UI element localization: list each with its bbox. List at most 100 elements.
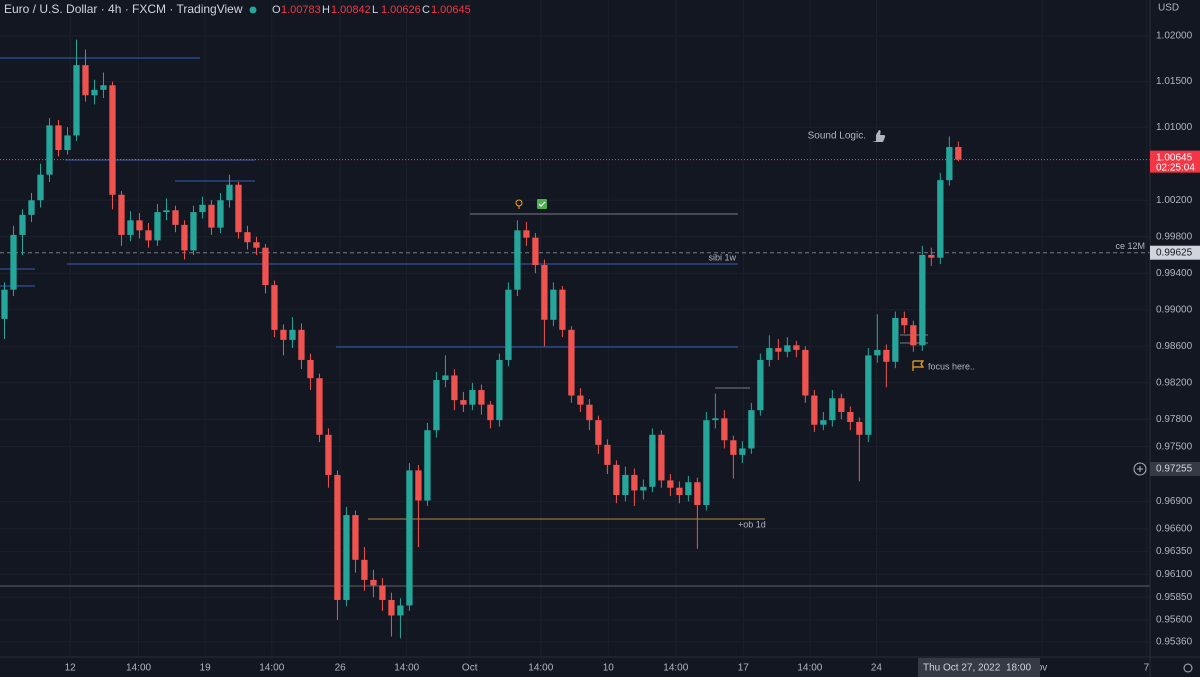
y-tick-label: 1.00200 [1156, 195, 1193, 206]
candle-body [46, 125, 53, 175]
ohlc-key: H [322, 4, 330, 16]
candle-body [451, 375, 458, 401]
candle-body [154, 212, 161, 241]
y-tick-label: 0.98200 [1156, 377, 1193, 388]
candle-body [235, 184, 242, 233]
check-icon [537, 199, 547, 209]
candle-body [604, 444, 611, 465]
candle-body [946, 147, 953, 181]
candle-body [478, 390, 485, 405]
candle-body [595, 420, 602, 445]
candle-body [928, 254, 935, 258]
x-tick-label: 14:00 [663, 663, 688, 674]
candle-body [334, 474, 341, 600]
x-tick-label: 17 [738, 663, 750, 674]
candle-body [415, 470, 422, 501]
x-tick-label: Oct [462, 663, 478, 674]
y-tick-label: 1.01000 [1156, 122, 1193, 133]
candle-body [514, 230, 521, 290]
x-tick-label: 14:00 [394, 663, 419, 674]
candle-body [208, 204, 215, 228]
candle-body [613, 464, 620, 496]
y-tick-label: 0.96100 [1156, 569, 1193, 580]
candle-body [199, 204, 206, 213]
candle-body [460, 400, 467, 405]
candle-body [748, 410, 755, 449]
check-icon [538, 201, 546, 207]
x-tick-label: ov [1037, 663, 1048, 674]
candle-body [136, 220, 143, 231]
candle-body [406, 470, 413, 606]
crosshair-box [1150, 462, 1200, 477]
candle-body [775, 348, 782, 352]
ohlc: O 1.00783 H 1.00842 L 1.00626 C 1.00645 [272, 4, 471, 16]
candle-body [910, 325, 917, 346]
candle-body [838, 398, 845, 412]
candle-body [721, 418, 728, 441]
y-tick-label: 0.96900 [1156, 496, 1193, 507]
bulb-icon [515, 199, 523, 207]
candle-body [577, 395, 584, 405]
price-axis [1150, 0, 1200, 677]
candle-body [28, 200, 35, 215]
candle-body [550, 289, 557, 320]
candle-body [55, 125, 62, 151]
candle-body [847, 411, 854, 423]
candle-body [730, 440, 737, 455]
x-tick-label: 10 [603, 663, 615, 674]
candle-body [658, 434, 665, 481]
candle-body [712, 418, 719, 421]
x-tick-label: 19 [200, 663, 212, 674]
candle-body [784, 345, 791, 352]
candle-body [649, 434, 656, 487]
candle-body [226, 184, 233, 201]
candle-body [676, 487, 683, 496]
candle-body [1, 289, 8, 319]
candle-body [280, 329, 287, 340]
annotation: focus here.. [928, 361, 975, 371]
crosshair-plus [1137, 466, 1143, 473]
candle-body [289, 329, 296, 340]
candle-body [757, 359, 764, 411]
candle-body [262, 247, 269, 286]
y-tick-label: 1.01500 [1156, 76, 1193, 87]
candle-body [217, 200, 224, 228]
candle-body [433, 380, 440, 431]
candle-body [19, 214, 26, 235]
crosshair-time: 18:00 [1006, 663, 1031, 674]
candle-body [856, 422, 863, 435]
ohlc-key: C [422, 4, 430, 16]
candle-body [127, 220, 134, 235]
candle-body [703, 420, 710, 506]
annotation: sibi 1w [708, 252, 736, 262]
crosshair-plus[interactable] [1133, 462, 1147, 476]
candle-body [37, 174, 44, 201]
candle-body [316, 378, 323, 435]
candle-body [424, 430, 431, 501]
candle-body [388, 599, 395, 616]
candle-body [181, 224, 188, 251]
candle-body [307, 359, 314, 379]
y-tick-label: 0.98600 [1156, 341, 1193, 352]
candle-body [370, 579, 377, 586]
ohlc-key: O [272, 4, 281, 16]
candle-body [253, 242, 260, 248]
x-tick-label: 14:00 [126, 663, 151, 674]
candle-body [532, 237, 539, 266]
y-tick-label: 0.96600 [1156, 523, 1193, 534]
candle-body [802, 349, 809, 396]
y-tick-label: 0.97800 [1156, 414, 1193, 425]
annotation: Sound Logic. [808, 131, 866, 142]
y-tick-label: 0.96350 [1156, 546, 1193, 557]
candle-body [10, 234, 17, 290]
candle-body [568, 329, 575, 396]
settings-icon[interactable] [1183, 663, 1193, 673]
x-tick-label: 14:00 [259, 663, 284, 674]
x-tick-label: 14:00 [528, 663, 553, 674]
candle-body [163, 210, 170, 213]
countdown: 02:25:04 [1156, 162, 1195, 173]
x-tick-label: 26 [335, 663, 347, 674]
candle-body [361, 559, 368, 580]
candle-body [811, 395, 818, 425]
currency: USD [1158, 3, 1179, 14]
